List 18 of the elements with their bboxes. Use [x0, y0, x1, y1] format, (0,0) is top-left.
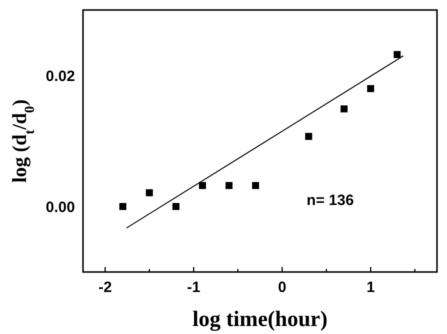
- point: [394, 51, 401, 58]
- point: [172, 203, 180, 210]
- annotation: n= 136: [306, 192, 354, 209]
- x-tick-label: -2: [98, 279, 112, 296]
- x-tick-label: 0: [278, 279, 286, 296]
- point: [340, 105, 348, 112]
- y-tick-label: 0.00: [46, 198, 75, 216]
- point: [252, 182, 260, 190]
- point: [119, 203, 126, 210]
- x-axis-title: log time(hour): [192, 306, 328, 331]
- y-tick-label: 0.02: [46, 68, 75, 85]
- point: [146, 189, 153, 196]
- point: [198, 182, 206, 190]
- x-tick-label: -1: [186, 279, 200, 296]
- point: [226, 182, 233, 190]
- point: [305, 132, 312, 140]
- point: [367, 85, 374, 92]
- x-tick-label: 1: [366, 279, 375, 296]
